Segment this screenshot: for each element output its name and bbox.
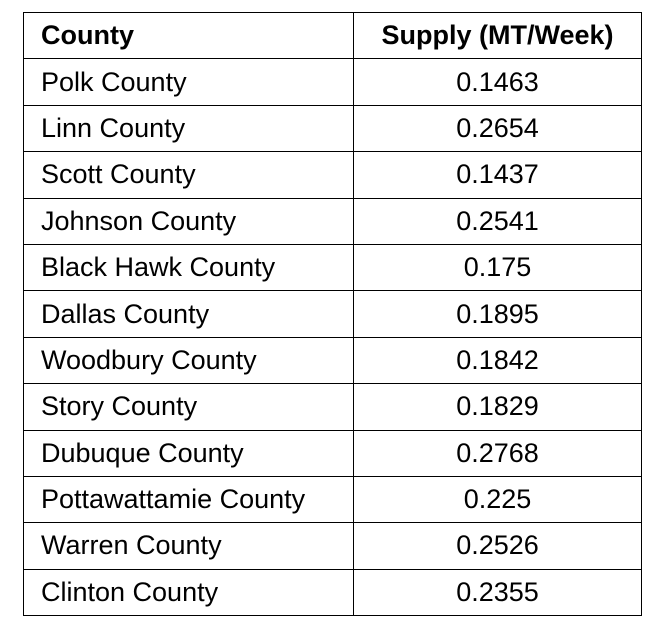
table-header-row: County Supply (MT/Week) — [23, 11, 642, 60]
county-name-cell: Clinton County — [23, 568, 354, 617]
table-row: Dallas County 0.1895 — [23, 290, 642, 338]
supply-value-cell: 0.175 — [353, 243, 642, 292]
table-row: Story County 0.1829 — [23, 383, 642, 431]
supply-value-cell: 0.1842 — [353, 336, 642, 385]
county-name-cell: Linn County — [23, 104, 354, 153]
supply-value-cell: 0.2768 — [353, 429, 642, 477]
table-row: Johnson County 0.2541 — [23, 197, 642, 245]
table-row: Pottawattamie County 0.225 — [23, 475, 642, 524]
supply-value-cell: 0.1437 — [353, 151, 642, 199]
table-row: Dubuque County 0.2768 — [23, 429, 642, 477]
county-supply-table: County Supply (MT/Week) Polk County 0.146… — [23, 11, 642, 617]
table-row: Linn County 0.2654 — [23, 104, 642, 153]
supply-value-cell: 0.2355 — [353, 568, 642, 617]
header-supply: Supply (MT/Week) — [353, 11, 642, 60]
table-row: Warren County 0.2526 — [23, 522, 642, 570]
county-name-cell: Dallas County — [23, 290, 354, 338]
table-row: Scott County 0.1437 — [23, 151, 642, 199]
table-row: Black Hawk County 0.175 — [23, 243, 642, 292]
county-name-cell: Polk County — [23, 58, 354, 106]
county-name-cell: Dubuque County — [23, 429, 354, 477]
table-row: Clinton County 0.2355 — [23, 568, 642, 617]
county-name-cell: Scott County — [23, 151, 354, 199]
supply-value-cell: 0.1895 — [353, 290, 642, 338]
supply-value-cell: 0.225 — [353, 475, 642, 524]
county-name-cell: Johnson County — [23, 197, 354, 245]
supply-value-cell: 0.1829 — [353, 383, 642, 431]
county-name-cell: Warren County — [23, 522, 354, 570]
supply-value-cell: 0.2654 — [353, 104, 642, 153]
table-row: Woodbury County 0.1842 — [23, 336, 642, 385]
county-name-cell: Black Hawk County — [23, 243, 354, 292]
table-row: Polk County 0.1463 — [23, 58, 642, 106]
county-name-cell: Pottawattamie County — [23, 475, 354, 524]
county-name-cell: Woodbury County — [23, 336, 354, 385]
county-name-cell: Story County — [23, 383, 354, 431]
supply-value-cell: 0.2526 — [353, 522, 642, 570]
table-body: Polk County 0.1463 Linn County 0.2654 Scott … — [23, 58, 642, 617]
header-county: County — [23, 11, 354, 60]
supply-value-cell: 0.2541 — [353, 197, 642, 245]
supply-value-cell: 0.1463 — [353, 58, 642, 106]
